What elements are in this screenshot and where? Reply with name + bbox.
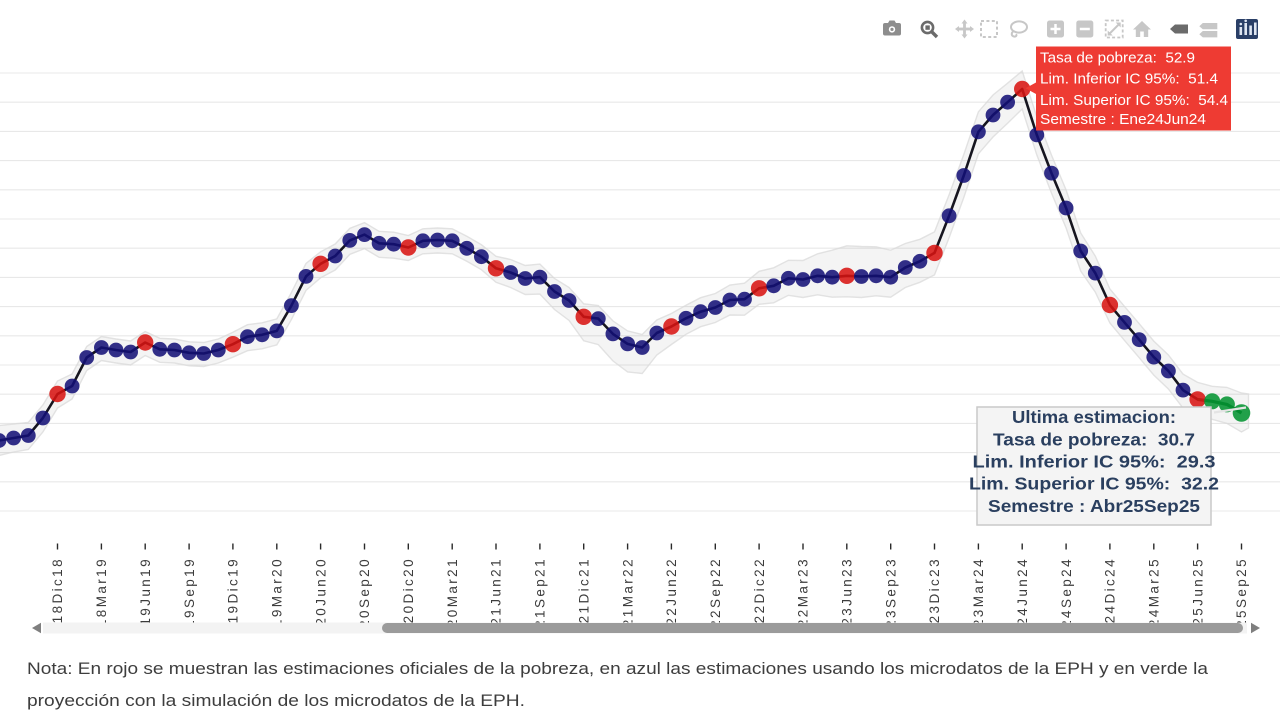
svg-text:Nota: En rojo se muestran las: Nota: En rojo se muestran las estimacion… (27, 659, 1209, 678)
svg-text:Abr21Sep21: Abr21Sep21 (533, 557, 548, 656)
svg-text:Oct20Mar21: Oct20Mar21 (445, 557, 460, 655)
svg-text:Abr25Sep25: Abr25Sep25 (1234, 557, 1249, 656)
svg-text:Lim. Inferior IC 95%: 29.3: Lim. Inferior IC 95%: 29.3 (973, 452, 1216, 472)
svg-text:Oct23Mar24: Oct23Mar24 (971, 557, 986, 655)
svg-text:Ene20Jun20: Ene20Jun20 (313, 557, 328, 657)
svg-text:Jul24Dic24: Jul24Dic24 (1103, 557, 1118, 648)
svg-text:Jul22Dic22: Jul22Dic22 (752, 557, 767, 648)
svg-text:Oct19Mar20: Oct19Mar20 (270, 557, 285, 655)
svg-text:Semestre : Abr25Sep25: Semestre : Abr25Sep25 (988, 496, 1200, 516)
svg-text:Lim. Superior IC 95%: 32.2: Lim. Superior IC 95%: 32.2 (969, 474, 1219, 494)
svg-text:Jul21Dic21: Jul21Dic21 (576, 557, 591, 648)
svg-text:Lim. Superior IC 95%: 54.4: Lim. Superior IC 95%: 54.4 (1040, 92, 1228, 109)
svg-text:Abr19Sep19: Abr19Sep19 (182, 557, 197, 656)
svg-text:Jul18Dic18: Jul18Dic18 (50, 557, 65, 648)
svg-text:Ene23Jun23: Ene23Jun23 (840, 557, 855, 657)
svg-text:Ene24Jun24: Ene24Jun24 (1015, 557, 1030, 657)
svg-text:Ene19Jun19: Ene19Jun19 (138, 557, 153, 657)
svg-text:Abr20Sep20: Abr20Sep20 (357, 557, 372, 656)
svg-text:Ene22Jun22: Ene22Jun22 (664, 557, 679, 657)
svg-text:Oct22Mar23: Oct22Mar23 (796, 557, 811, 655)
svg-text:Tasa de pobreza: 30.7: Tasa de pobreza: 30.7 (993, 430, 1195, 450)
svg-text:Abr23Sep23: Abr23Sep23 (883, 557, 898, 656)
svg-text:Lim. Inferior IC 95%: 51.4: Lim. Inferior IC 95%: 51.4 (1040, 71, 1218, 88)
svg-text:proyección con la simulación d: proyección con la simulación de los micr… (27, 691, 525, 710)
svg-text:Jul20Dic20: Jul20Dic20 (401, 557, 416, 648)
svg-text:Jul19Dic19: Jul19Dic19 (226, 557, 241, 648)
svg-text:Ultima estimacion:: Ultima estimacion: (1012, 407, 1176, 427)
svg-text:Abr22Sep22: Abr22Sep22 (708, 557, 723, 656)
svg-text:Oct24Mar25: Oct24Mar25 (1147, 557, 1162, 655)
svg-text:Ene21Jun21: Ene21Jun21 (489, 557, 504, 657)
svg-text:Ene25Jun25: Ene25Jun25 (1190, 557, 1205, 657)
svg-text:Oct18Mar19: Oct18Mar19 (94, 557, 109, 655)
svg-text:Tasa de pobreza: 52.9: Tasa de pobreza: 52.9 (1040, 50, 1195, 67)
svg-text:Abr24Sep24: Abr24Sep24 (1059, 557, 1074, 656)
svg-text:Oct21Mar22: Oct21Mar22 (620, 557, 635, 655)
svg-text:Jul23Dic23: Jul23Dic23 (927, 557, 942, 648)
svg-text:Semestre : Ene24Jun24: Semestre : Ene24Jun24 (1040, 111, 1206, 128)
